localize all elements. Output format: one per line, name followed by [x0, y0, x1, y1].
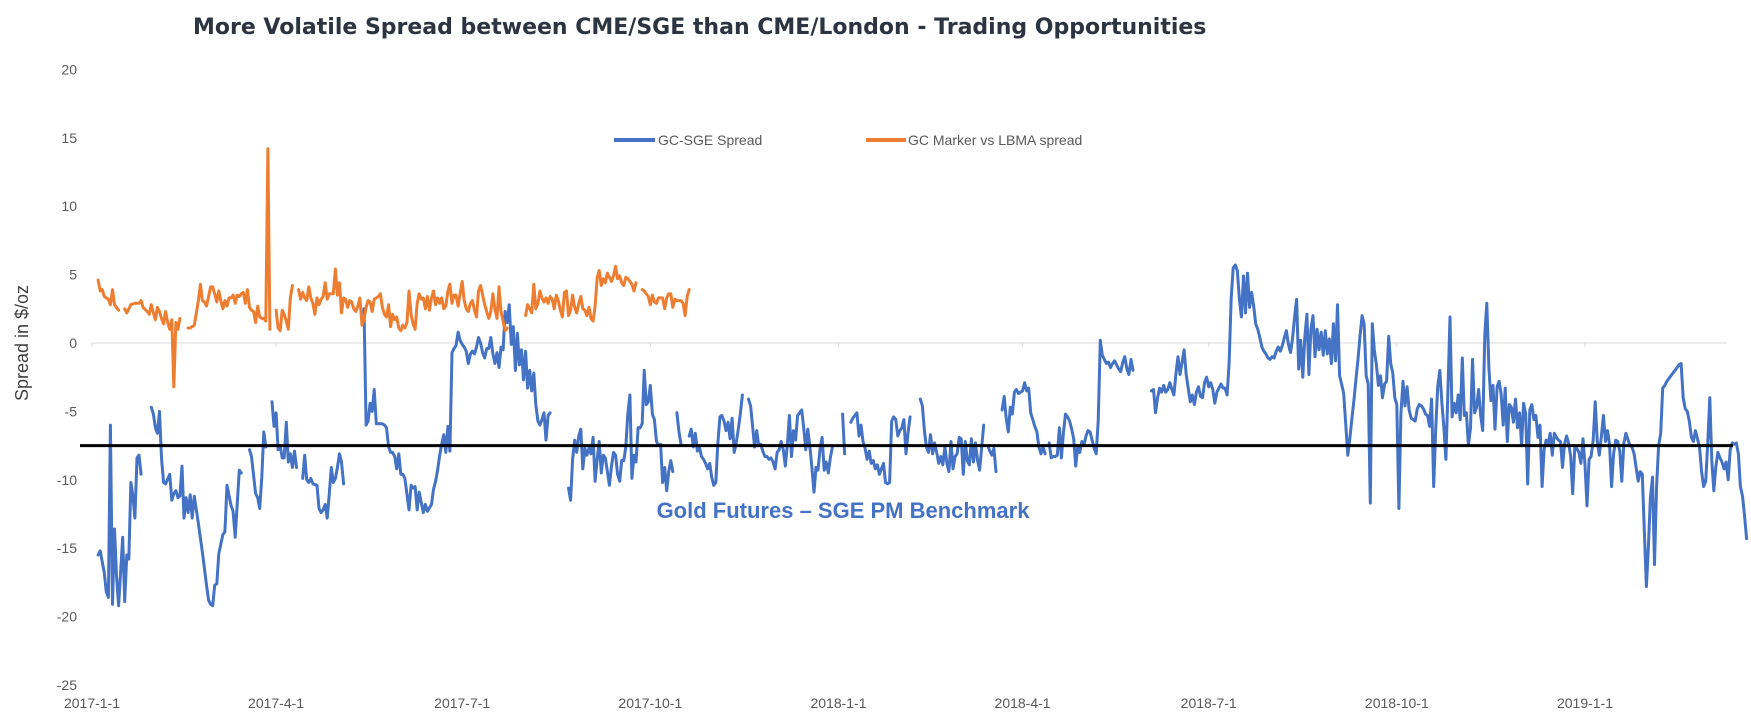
series-line-segment: [1000, 381, 1047, 456]
y-tick-label: 5: [69, 267, 77, 283]
benchmark-annotation: Gold Futures – SGE PM Benchmark: [657, 498, 1031, 523]
series-line-segment: [1149, 263, 1749, 588]
x-tick-label: 2019-1-1: [1557, 695, 1613, 711]
y-tick-label: -10: [57, 472, 77, 488]
x-tick-label: 2017-4-1: [248, 695, 304, 711]
chart-title: More Volatile Spread between CME/SGE tha…: [193, 15, 1206, 40]
series-gc-marker-vs-lbma: [96, 147, 691, 389]
series-line-segment: [186, 147, 272, 331]
y-axis-ticks: 20 15 10 5 0 -5 -10 -15 -20 -25: [57, 61, 77, 693]
series-gc-sge-spread: [96, 263, 1749, 608]
x-tick-label: 2017-7-1: [434, 695, 490, 711]
series-line-segment: [918, 397, 986, 476]
x-tick-label: 2017-1-1: [64, 695, 120, 711]
y-tick-label: 20: [61, 61, 77, 77]
series-line-segment: [297, 267, 509, 333]
series-line-segment: [123, 299, 182, 389]
x-tick-label: 2018-10-1: [1365, 695, 1429, 711]
series-line-segment: [1047, 338, 1135, 468]
y-tick-label: -5: [65, 403, 78, 419]
y-tick-label: -15: [57, 540, 77, 556]
series-layer: [96, 147, 1749, 608]
series-line-segment: [841, 412, 847, 456]
series-line-segment: [149, 405, 243, 608]
x-tick-label: 2018-4-1: [995, 695, 1051, 711]
series-line-segment: [96, 278, 121, 312]
legend-label-gc-marker: GC Marker vs LBMA spread: [908, 132, 1082, 148]
legend-label-gc-sge: GC-SGE Spread: [658, 132, 762, 148]
series-line-segment: [640, 288, 691, 318]
series-line-segment: [687, 393, 744, 487]
legend-item-gc-marker[interactable]: GC Marker vs LBMA spread: [866, 132, 1082, 148]
y-tick-label: 15: [61, 130, 77, 146]
x-tick-label: 2017-10-1: [618, 695, 682, 711]
series-line-segment: [274, 284, 294, 333]
series-line-segment: [248, 430, 268, 510]
x-axis-ticks: 2017-1-1 2017-4-1 2017-7-1 2017-10-1 2018-1-…: [64, 343, 1613, 711]
x-tick-label: 2018-1-1: [810, 695, 866, 711]
series-line-segment: [747, 397, 834, 494]
series-line-segment: [567, 368, 675, 502]
series-line-segment: [524, 264, 638, 323]
y-tick-label: 10: [61, 198, 77, 214]
series-line-segment: [301, 452, 346, 520]
series-line-segment: [270, 400, 298, 469]
y-tick-label: 0: [69, 335, 77, 351]
x-tick-label: 2018-7-1: [1181, 695, 1237, 711]
legend: GC-SGE Spread GC Marker vs LBMA spread: [614, 132, 1082, 148]
y-axis-label: Spread in $/oz: [12, 285, 32, 401]
series-line-segment: [362, 303, 552, 515]
series-line-segment: [986, 444, 998, 474]
series-line-segment: [675, 411, 683, 446]
y-tick-label: -25: [57, 677, 77, 693]
legend-item-gc-sge[interactable]: GC-SGE Spread: [614, 132, 762, 148]
y-tick-label: -20: [57, 609, 77, 625]
series-line-segment: [849, 411, 912, 486]
series-line-segment: [96, 423, 143, 608]
